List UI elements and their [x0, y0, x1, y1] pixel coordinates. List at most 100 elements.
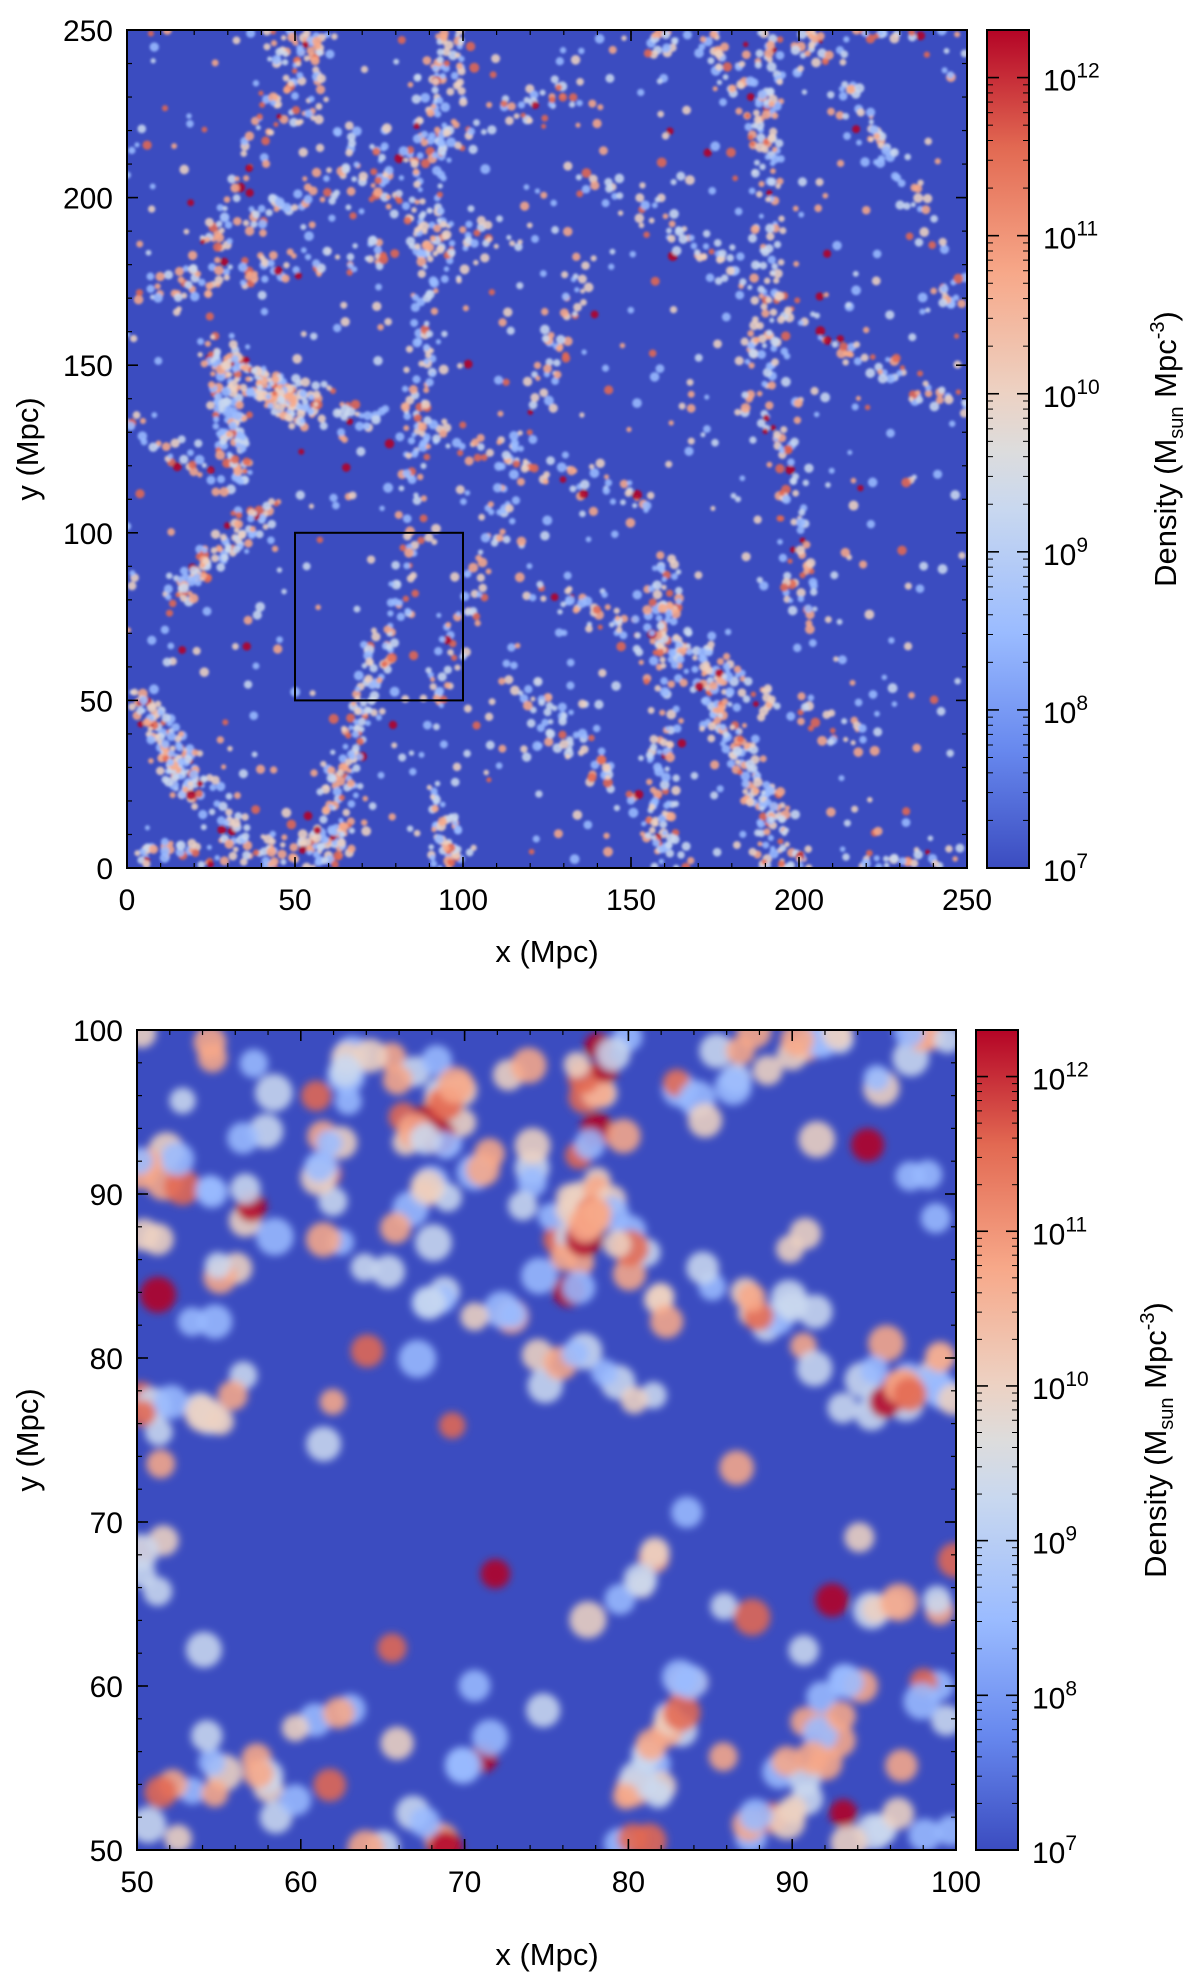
density-blob — [226, 371, 233, 378]
density-blob — [495, 534, 504, 542]
density-blob — [237, 262, 248, 272]
density-blob — [350, 1334, 384, 1368]
density-blob — [939, 284, 949, 293]
density-blob — [716, 785, 724, 793]
density-blob — [750, 168, 760, 178]
density-blob — [345, 204, 352, 211]
density-blob — [417, 422, 428, 432]
density-blob — [865, 368, 876, 378]
density-blob — [830, 1824, 868, 1850]
density-blob — [198, 809, 208, 820]
density-blob — [135, 489, 145, 499]
density-blob — [305, 1222, 341, 1258]
density-blob — [635, 193, 645, 203]
density-blob — [439, 740, 448, 749]
density-blob — [247, 514, 255, 523]
density-blob — [242, 468, 248, 474]
density-blob — [129, 334, 138, 343]
density-blob — [287, 394, 297, 404]
density-blob — [745, 76, 756, 87]
density-blob — [608, 621, 615, 628]
density-blob — [531, 101, 540, 110]
density-blob — [738, 1798, 773, 1832]
density-blob — [396, 197, 403, 205]
density-blob — [168, 840, 174, 847]
density-blob — [528, 435, 538, 444]
density-blob — [868, 137, 874, 143]
density-blob — [909, 859, 919, 868]
density-blob — [769, 308, 778, 317]
density-blob — [419, 221, 430, 232]
density-blob — [459, 421, 467, 429]
density-blob — [920, 1203, 951, 1234]
density-blob — [504, 675, 514, 685]
density-blob — [577, 274, 587, 284]
density-blob — [215, 371, 226, 382]
density-blob — [268, 92, 279, 103]
density-blob — [167, 528, 175, 536]
density-blob — [148, 205, 156, 213]
density-blob — [735, 290, 745, 300]
density-blob — [333, 128, 342, 137]
density-blob — [401, 385, 409, 393]
density-blob — [501, 450, 511, 460]
density-blob — [603, 474, 610, 480]
density-blob — [798, 211, 805, 218]
density-blob — [659, 656, 666, 663]
density-blob — [248, 206, 255, 212]
density-blob — [797, 717, 805, 726]
density-blob — [284, 413, 293, 422]
density-blob — [243, 824, 251, 832]
density-blob — [233, 370, 242, 379]
density-blob — [531, 371, 538, 378]
density-blob — [188, 460, 197, 470]
density-blob — [316, 73, 326, 84]
density-blob — [160, 625, 170, 634]
density-blob — [282, 51, 289, 58]
density-blob — [165, 594, 172, 601]
density-blob — [550, 75, 559, 84]
density-blob — [750, 691, 757, 698]
density-blob — [672, 633, 680, 641]
density-blob — [486, 101, 493, 108]
density-blob — [315, 1129, 343, 1156]
density-blob — [958, 551, 966, 560]
density-blob — [873, 132, 881, 140]
density-blob — [255, 125, 261, 131]
density-blob — [465, 220, 473, 228]
density-blob — [225, 405, 233, 413]
density-blob — [356, 446, 366, 457]
density-blob — [178, 646, 187, 654]
density-blob — [424, 532, 434, 542]
density-blob — [514, 642, 521, 649]
density-blob — [487, 501, 494, 508]
density-blob — [175, 741, 183, 749]
density-blob — [498, 318, 507, 327]
density-blob — [761, 145, 769, 154]
density-blob — [679, 678, 688, 687]
density-blob — [206, 475, 216, 485]
density-blob — [572, 810, 583, 820]
density-blob — [605, 184, 614, 193]
density-blob — [767, 177, 777, 187]
density-blob — [838, 85, 845, 92]
density-blob — [913, 184, 923, 193]
density-blob — [192, 646, 201, 656]
density-blob — [221, 386, 232, 397]
density-blob — [590, 760, 600, 770]
density-blob — [334, 254, 341, 260]
density-blob — [179, 566, 189, 576]
density-blob — [378, 254, 389, 265]
density-blob — [199, 775, 208, 783]
density-blob — [169, 792, 176, 799]
density-blob — [786, 711, 796, 721]
density-blob — [154, 283, 161, 290]
density-blob — [495, 762, 503, 770]
density-blob — [904, 153, 912, 161]
density-blob — [925, 307, 931, 313]
density-blob — [647, 585, 655, 593]
density-blob — [557, 609, 563, 615]
density-blob — [465, 41, 476, 52]
